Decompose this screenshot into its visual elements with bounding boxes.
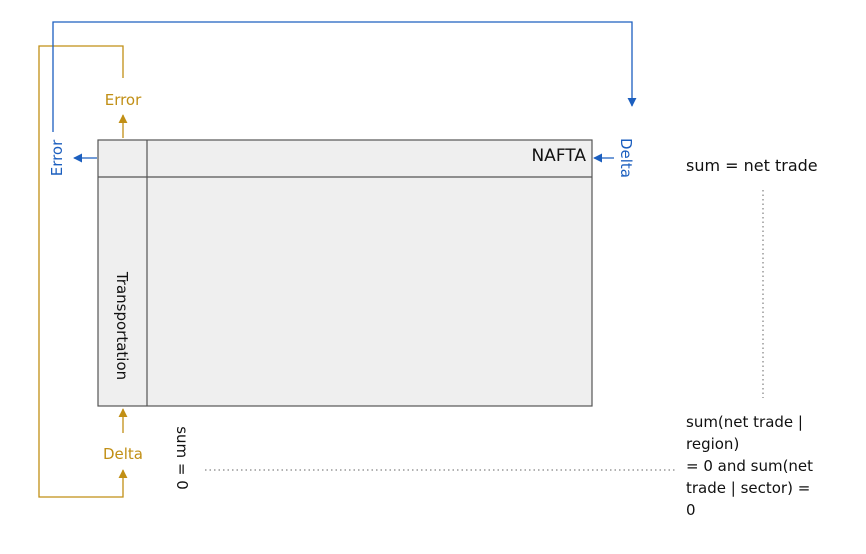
blue-delta-label: Delta	[617, 137, 635, 179]
blue-loop-path	[52, 21, 637, 132]
sector-label: Transportation	[113, 271, 131, 381]
gold-loop-path	[38, 45, 128, 498]
blue-error-label: Error	[48, 139, 66, 177]
total-constraint-line-3: = 0 and sum(net	[686, 457, 814, 475]
total-constraint-label: sum(net trade | region) = 0 and sum(net …	[686, 411, 813, 521]
total-constraint-line-2: region)	[686, 435, 740, 453]
region-label: NAFTA	[531, 146, 586, 166]
total-constraint-line-5: 0	[686, 501, 696, 519]
gold-delta-label: Delta	[102, 445, 144, 463]
total-constraint-line-4: trade | sector) =	[686, 479, 811, 497]
row-sum-label: sum = net trade	[686, 156, 818, 175]
total-constraint-line-1: sum(net trade |	[686, 413, 803, 431]
matrix-box	[97, 139, 593, 407]
column-sum-label: sum = 0	[173, 426, 191, 490]
gold-error-label: Error	[104, 91, 142, 109]
